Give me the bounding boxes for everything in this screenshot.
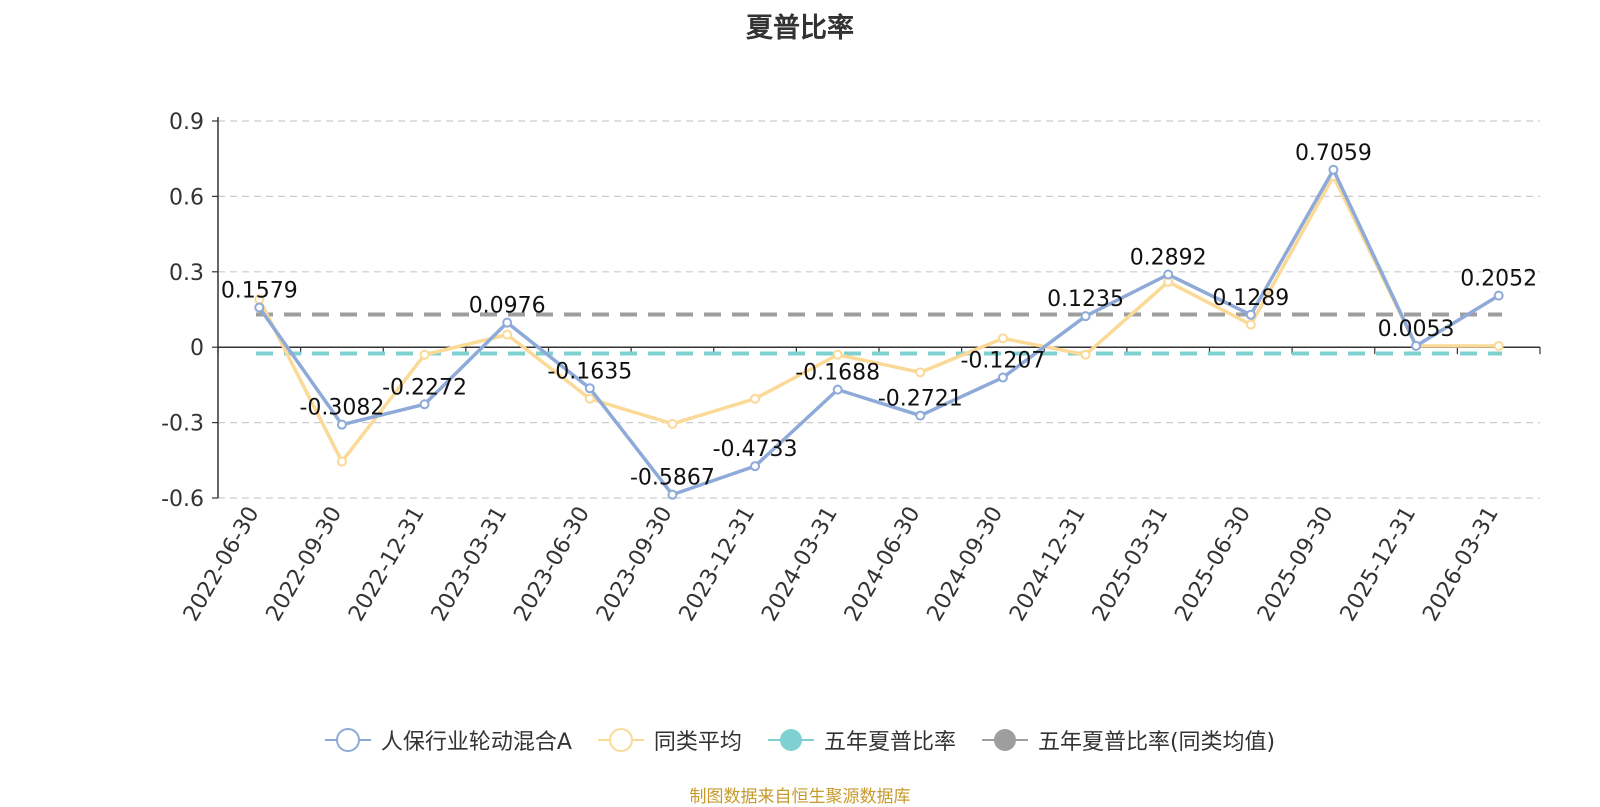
chart-legend: 人保行业轮动混合A 同类平均 五年夏普比率 五年夏普比率(同类均值)	[0, 720, 1600, 760]
data-point-fund	[750, 461, 761, 472]
data-point-fund	[832, 384, 843, 395]
data-label-fund: -0.4733	[713, 437, 798, 462]
data-point-fund	[502, 317, 513, 328]
legend-label-fund: 人保行业轮动混合A	[380, 730, 572, 755]
x-tick-label: 2022-12-31	[344, 503, 430, 626]
data-point-category-average	[1493, 340, 1504, 351]
data-point-fund	[1493, 290, 1504, 301]
data-point-category-average	[750, 393, 761, 404]
data-point-category-average	[584, 393, 595, 404]
data-label-fund: -0.1207	[960, 349, 1045, 374]
data-label-fund: -0.2272	[382, 375, 467, 400]
data-point-fund	[1328, 164, 1339, 175]
y-tick-label: 0	[190, 336, 204, 361]
legend-item-fund[interactable]: 人保行业轮动混合A	[324, 724, 572, 756]
data-point-category-average	[997, 333, 1008, 344]
x-tick-label: 2022-06-30	[179, 503, 265, 626]
data-label-fund: 0.1579	[221, 279, 298, 304]
data-point-fund	[915, 410, 926, 421]
x-tick-label: 2022-09-30	[262, 503, 348, 626]
x-tick-label: 2025-12-31	[1336, 503, 1422, 626]
y-tick-label: 0.3	[169, 261, 204, 286]
legend-item-five-year-sharpe-category[interactable]: 五年夏普比率(同类均值)	[981, 724, 1276, 756]
data-point-fund	[1245, 309, 1256, 320]
data-label-fund: -0.3082	[299, 396, 384, 421]
x-tick-label: 2024-06-30	[840, 503, 926, 626]
legend-label-five-year-sharpe: 五年夏普比率	[823, 730, 956, 755]
data-point-fund	[254, 302, 265, 313]
y-tick-label: 0.6	[169, 185, 204, 210]
data-point-category-average	[1080, 349, 1091, 360]
data-point-fund	[419, 399, 430, 410]
series-line-category-average	[257, 174, 1499, 464]
data-point-fund	[584, 383, 595, 394]
x-tick-label: 2026-03-31	[1418, 503, 1504, 626]
x-tick-label: 2025-03-31	[1088, 503, 1174, 626]
data-point-fund	[1163, 269, 1174, 280]
data-point-fund	[336, 419, 347, 430]
y-tick-label: -0.6	[161, 487, 204, 512]
data-label-fund: 0.0053	[1378, 317, 1455, 342]
data-label-fund: 0.7059	[1295, 141, 1372, 166]
data-point-fund	[1411, 340, 1422, 351]
legend-label-category-average: 同类平均	[653, 730, 742, 755]
x-tick-label: 2025-06-30	[1170, 503, 1256, 626]
data-point-fund	[997, 372, 1008, 383]
x-tick-label: 2023-03-31	[427, 503, 513, 626]
data-point-category-average	[832, 349, 843, 360]
data-label-fund: 0.0976	[469, 294, 546, 319]
legend-label-five-year-sharpe-category: 五年夏普比率(同类均值)	[1037, 730, 1276, 755]
data-point-fund	[667, 489, 678, 500]
data-point-category-average	[419, 349, 430, 360]
legend-item-category-average[interactable]: 同类平均	[597, 724, 742, 756]
legend-item-five-year-sharpe[interactable]: 五年夏普比率	[767, 724, 956, 756]
data-label-fund: -0.5867	[630, 466, 715, 491]
data-label-fund: 0.1289	[1212, 286, 1289, 311]
data-point-category-average	[502, 329, 513, 340]
line-chart: 0.90.60.30-0.3-0.62022-06-302022-09-3020…	[161, 110, 1541, 626]
data-label-fund: 0.2892	[1130, 246, 1207, 271]
data-point-category-average	[915, 367, 926, 378]
x-tick-label: 2023-06-30	[509, 503, 595, 626]
y-tick-label: 0.9	[169, 110, 204, 135]
x-tick-label: 2024-09-30	[923, 503, 1009, 626]
data-label-fund: 0.1235	[1047, 287, 1124, 312]
data-point-category-average	[667, 418, 678, 429]
x-tick-label: 2024-12-31	[1005, 503, 1091, 626]
data-label-fund: 0.2052	[1460, 267, 1537, 292]
x-tick-label: 2025-09-30	[1253, 503, 1339, 626]
legend-marker-five-year-sharpe-category	[981, 729, 1028, 751]
legend-marker-five-year-sharpe	[767, 729, 814, 751]
series-line-fund	[257, 168, 1500, 497]
data-point-category-average	[336, 456, 347, 467]
y-tick-label: -0.3	[161, 412, 204, 437]
data-point-fund	[1080, 311, 1091, 322]
chart-title: 夏普比率	[746, 13, 854, 44]
data-label-fund: -0.1688	[795, 361, 880, 386]
data-source-note: 制图数据来自恒生聚源数据库	[689, 787, 911, 807]
x-tick-label: 2023-09-30	[592, 503, 678, 626]
legend-marker-fund	[324, 728, 371, 752]
data-point-category-average	[1245, 319, 1256, 330]
legend-marker-category-average	[597, 728, 644, 752]
x-tick-label: 2023-12-31	[675, 503, 761, 626]
x-tick-label: 2024-03-31	[757, 503, 843, 626]
data-label-fund: -0.2721	[878, 387, 963, 412]
data-label-fund: -0.1635	[547, 359, 632, 384]
